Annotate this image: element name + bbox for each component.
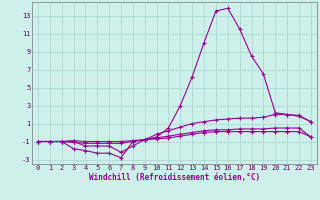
X-axis label: Windchill (Refroidissement éolien,°C): Windchill (Refroidissement éolien,°C) xyxy=(89,173,260,182)
